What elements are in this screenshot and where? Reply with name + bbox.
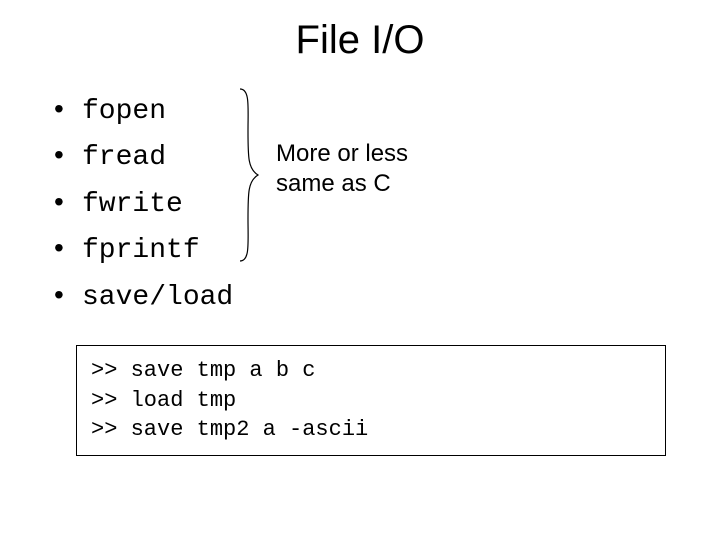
list-item: fprintf xyxy=(54,226,720,272)
list-item: save/load xyxy=(54,273,720,319)
list-item-text: fopen xyxy=(82,96,166,127)
code-line: >> load tmp xyxy=(91,388,236,413)
list-item-text: fwrite xyxy=(82,189,183,220)
brace-annotation: More or less same as C xyxy=(276,139,408,199)
slide-title: File I/O xyxy=(0,18,720,63)
annotation-line: same as C xyxy=(276,169,408,199)
code-line: >> save tmp a b c xyxy=(91,358,315,383)
list-item-text: save/load xyxy=(82,282,233,313)
list-item: fopen xyxy=(54,87,720,133)
slide-content: fopen fread fwrite fprintf save/load Mor… xyxy=(0,87,720,319)
function-list: fopen fread fwrite fprintf save/load xyxy=(54,87,720,319)
annotation-line: More or less xyxy=(276,139,408,169)
list-item-text: fprintf xyxy=(82,235,200,266)
code-line: >> save tmp2 a -ascii xyxy=(91,417,368,442)
curly-brace-icon xyxy=(238,87,260,263)
code-example-box: >> save tmp a b c >> load tmp >> save tm… xyxy=(76,345,666,456)
list-item-text: fread xyxy=(82,142,166,173)
